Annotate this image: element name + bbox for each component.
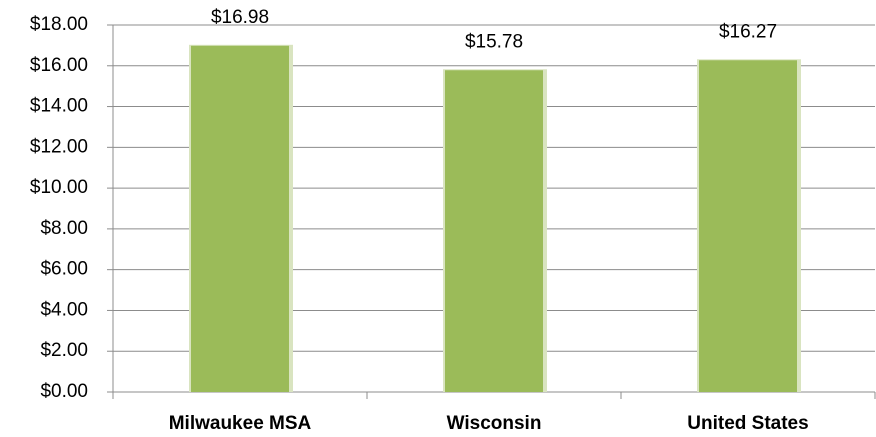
bar [191,45,289,393]
y-tick-label: $4.00 [40,299,88,320]
x-tick-label: United States [687,413,808,434]
y-tick-label: $16.00 [30,55,88,76]
y-tick-label: $6.00 [40,259,88,280]
y-tick-label: $10.00 [30,177,88,198]
y-tick-label: $14.00 [30,96,88,117]
bar [699,60,797,393]
y-tick-label: $18.00 [30,14,88,35]
value-label: $15.78 [465,31,523,52]
x-tick-label: Milwaukee MSA [169,413,312,434]
y-tick-label: $8.00 [40,218,88,239]
y-tick-label: $2.00 [40,340,88,361]
y-tick-label: $12.00 [30,136,88,157]
y-tick-label: $0.00 [40,381,88,402]
value-label: $16.98 [211,7,269,28]
x-tick-label: Wisconsin [447,413,542,434]
bar [445,70,543,392]
value-label: $16.27 [719,21,777,42]
